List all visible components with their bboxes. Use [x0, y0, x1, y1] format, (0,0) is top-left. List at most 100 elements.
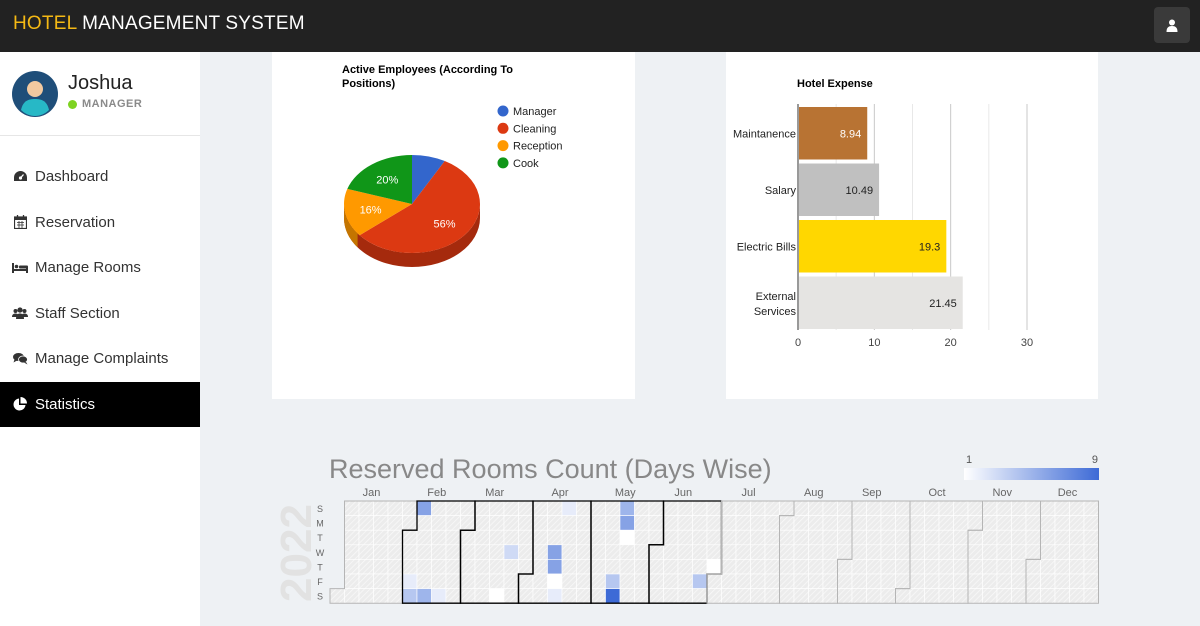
heatmap-cell[interactable] — [880, 515, 896, 531]
heatmap-cell[interactable] — [373, 544, 389, 560]
pie-slice-cleaning[interactable] — [359, 161, 480, 254]
heatmap-cell[interactable] — [1083, 588, 1099, 604]
heatmap-cell[interactable] — [721, 529, 737, 546]
heatmap-cell[interactable] — [503, 559, 519, 575]
heatmap-cell[interactable] — [532, 529, 548, 546]
heatmap-cell[interactable] — [387, 573, 403, 589]
heatmap-cell[interactable] — [416, 544, 432, 560]
heatmap-cell[interactable] — [445, 588, 461, 604]
heatmap-cell[interactable] — [1025, 588, 1041, 604]
heatmap-cell[interactable] — [1025, 515, 1041, 531]
heatmap-cell[interactable] — [750, 529, 766, 546]
heatmap-cell[interactable] — [706, 529, 722, 546]
heatmap-cell[interactable] — [518, 515, 534, 531]
heatmap-cell[interactable] — [503, 573, 519, 589]
heatmap-cell[interactable] — [431, 573, 447, 589]
heatmap-cell[interactable] — [460, 515, 476, 531]
heatmap-cell[interactable] — [648, 529, 664, 546]
heatmap-cell[interactable] — [634, 544, 650, 560]
heatmap-cell[interactable] — [576, 515, 592, 531]
heatmap-cell[interactable] — [663, 559, 679, 575]
heatmap-cell[interactable] — [460, 559, 476, 575]
heatmap-cell[interactable] — [663, 544, 679, 560]
heatmap-cell[interactable] — [895, 573, 911, 589]
heatmap-cell[interactable] — [1054, 544, 1070, 560]
heatmap-cell[interactable] — [431, 515, 447, 531]
heatmap-cell[interactable] — [866, 588, 882, 604]
heatmap-cell[interactable] — [692, 588, 708, 604]
heatmap-cell[interactable] — [938, 515, 954, 531]
heatmap-cell[interactable] — [677, 573, 693, 589]
heatmap-cell[interactable] — [895, 588, 911, 604]
heatmap-cell[interactable] — [909, 515, 925, 531]
heatmap-cell[interactable] — [634, 573, 650, 589]
heatmap-cell-active[interactable] — [605, 573, 621, 589]
heatmap-cell-active[interactable] — [605, 588, 621, 604]
heatmap-cell[interactable] — [402, 559, 418, 575]
heatmap-cell[interactable] — [866, 529, 882, 546]
heatmap-cell[interactable] — [344, 529, 360, 546]
heatmap-cell[interactable] — [924, 529, 940, 546]
heatmap-cell[interactable] — [967, 515, 983, 531]
heatmap-cell[interactable] — [1054, 500, 1070, 516]
heatmap-cell[interactable] — [793, 515, 809, 531]
heatmap-cell[interactable] — [721, 515, 737, 531]
heatmap-cell-active[interactable] — [547, 544, 563, 560]
heatmap-cell[interactable] — [880, 544, 896, 560]
bar-salary[interactable] — [799, 163, 880, 217]
heatmap-cell[interactable] — [982, 559, 998, 575]
heatmap-cell[interactable] — [793, 573, 809, 589]
heatmap-cell[interactable] — [503, 500, 519, 516]
heatmap-cell[interactable] — [880, 529, 896, 546]
heatmap-cell[interactable] — [779, 559, 795, 575]
heatmap-cell[interactable] — [808, 515, 824, 531]
heatmap-cell[interactable] — [1054, 559, 1070, 575]
heatmap-cell[interactable] — [416, 529, 432, 546]
heatmap-cell[interactable] — [909, 588, 925, 604]
heatmap-cell[interactable] — [895, 515, 911, 531]
heatmap-cell[interactable] — [445, 515, 461, 531]
heatmap-cell[interactable] — [764, 573, 780, 589]
bar-electric-bills[interactable] — [799, 220, 947, 273]
heatmap-cell[interactable] — [677, 515, 693, 531]
heatmap-cell[interactable] — [605, 515, 621, 531]
heatmap-cell[interactable] — [866, 500, 882, 516]
heatmap-cell[interactable] — [1025, 559, 1041, 575]
heatmap-cell[interactable] — [953, 573, 969, 589]
heatmap-cell[interactable] — [1054, 529, 1070, 546]
heatmap-cell[interactable] — [503, 515, 519, 531]
heatmap-cell-active[interactable] — [706, 559, 722, 575]
heatmap-cell[interactable] — [445, 544, 461, 560]
heatmap-cell[interactable] — [793, 529, 809, 546]
heatmap-cell[interactable] — [402, 529, 418, 546]
sidebar-item-dashboard[interactable]: Dashboard — [0, 154, 200, 200]
heatmap-cell[interactable] — [822, 573, 838, 589]
heatmap-cell[interactable] — [837, 559, 853, 575]
heatmap-cell[interactable] — [822, 500, 838, 516]
heatmap-cell[interactable] — [793, 544, 809, 560]
heatmap-cell[interactable] — [953, 529, 969, 546]
heatmap-cell[interactable] — [866, 573, 882, 589]
heatmap-cell[interactable] — [996, 515, 1012, 531]
heatmap-cell[interactable] — [445, 559, 461, 575]
heatmap-cell[interactable] — [329, 588, 345, 604]
heatmap-cell[interactable] — [967, 559, 983, 575]
heatmap-cell[interactable] — [431, 544, 447, 560]
heatmap-cell[interactable] — [1083, 544, 1099, 560]
heatmap-cell[interactable] — [518, 588, 534, 604]
heatmap-cell[interactable] — [619, 588, 635, 604]
heatmap-cell[interactable] — [358, 559, 374, 575]
heatmap-cell[interactable] — [677, 559, 693, 575]
heatmap-cell[interactable] — [474, 559, 490, 575]
heatmap-cell[interactable] — [1040, 500, 1056, 516]
heatmap-cell[interactable] — [779, 544, 795, 560]
heatmap-cell[interactable] — [1025, 529, 1041, 546]
heatmap-cell-active[interactable] — [547, 588, 563, 604]
heatmap-cell[interactable] — [735, 529, 751, 546]
heatmap-cell[interactable] — [837, 500, 853, 516]
heatmap-cell[interactable] — [837, 573, 853, 589]
heatmap-cell[interactable] — [416, 573, 432, 589]
heatmap-cell[interactable] — [793, 559, 809, 575]
heatmap-cell-active[interactable] — [431, 588, 447, 604]
heatmap-cell[interactable] — [866, 544, 882, 560]
